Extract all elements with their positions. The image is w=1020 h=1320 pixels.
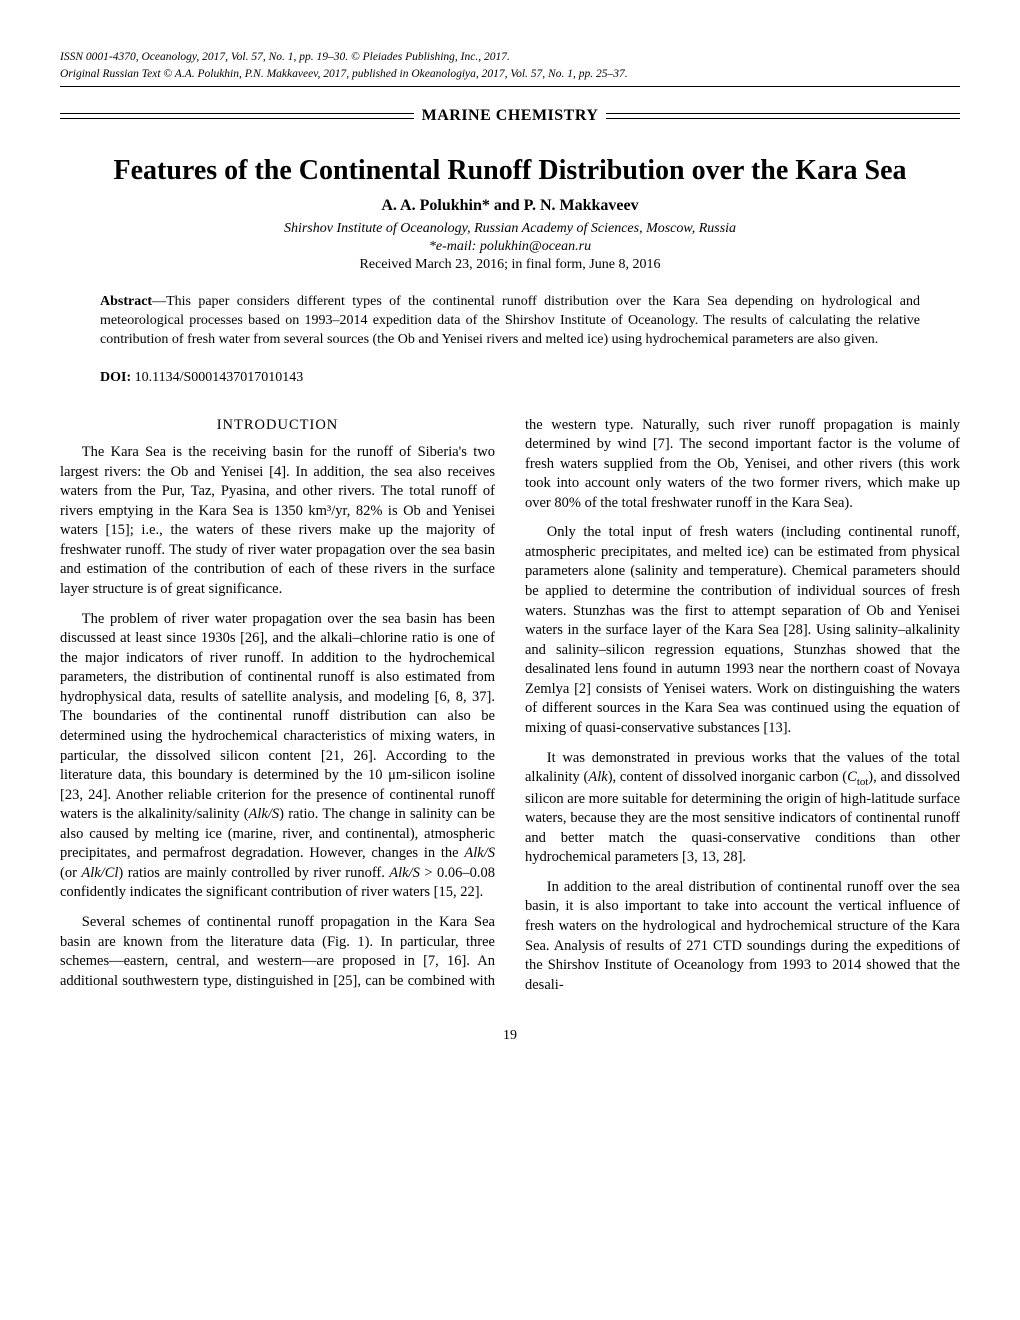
ctot-sub: tot	[857, 776, 868, 788]
doi-label: DOI:	[100, 370, 131, 385]
section-marker: MARINE CHEMISTRY	[60, 107, 960, 125]
paragraph-5: It was demonstrated in previous works th…	[525, 749, 960, 868]
abstract: Abstract—This paper considers different …	[100, 293, 920, 350]
authors: A. A. Polukhin* and P. N. Makkaveev	[60, 197, 960, 215]
paragraph-6: In addition to the areal distribution of…	[525, 878, 960, 995]
p5b: ), content of dissolved inorganic carbon…	[608, 769, 847, 785]
page-number: 19	[60, 1028, 960, 1044]
alk-italic: Alk	[588, 769, 607, 785]
paper-title: Features of the Continental Runoff Distr…	[60, 155, 960, 187]
abstract-label: Abstract	[100, 294, 152, 309]
p2a: The problem of river water propagation o…	[60, 611, 495, 823]
header-rule	[60, 86, 960, 87]
ctot-italic: C	[847, 769, 857, 785]
doi-value: 10.1134/S0001437017010143	[135, 370, 304, 385]
body-columns: INTRODUCTION The Kara Sea is the receivi…	[60, 416, 960, 999]
rule-right	[606, 113, 960, 119]
affiliation: Shirshov Institute of Oceanology, Russia…	[60, 221, 960, 237]
email: *e-mail: polukhin@ocean.ru	[60, 239, 960, 255]
section-label: MARINE CHEMISTRY	[414, 107, 607, 125]
alks-3: Alk/S	[389, 865, 420, 881]
alks-2: Alk/S	[464, 845, 495, 861]
paragraph-1: The Kara Sea is the receiving basin for …	[60, 443, 495, 600]
alkcl: Alk/Cl	[81, 865, 118, 881]
received-date: Received March 23, 2016; in final form, …	[60, 257, 960, 273]
p2d: ) ratios are mainly controlled by river …	[118, 865, 389, 881]
intro-heading: INTRODUCTION	[60, 416, 495, 436]
alks-1: Alk/S	[249, 806, 280, 822]
rule-left	[60, 113, 414, 119]
abstract-text: —This paper considers different types of…	[100, 294, 920, 347]
paragraph-4: Only the total input of fresh waters (in…	[525, 523, 960, 738]
issn-line-2: Original Russian Text © A.A. Polukhin, P…	[60, 67, 960, 82]
issn-line-1: ISSN 0001-4370, Oceanology, 2017, Vol. 5…	[60, 50, 960, 65]
p2c: (or	[60, 865, 81, 881]
paragraph-2: The problem of river water propagation o…	[60, 610, 495, 903]
doi: DOI: 10.1134/S0001437017010143	[100, 370, 920, 386]
